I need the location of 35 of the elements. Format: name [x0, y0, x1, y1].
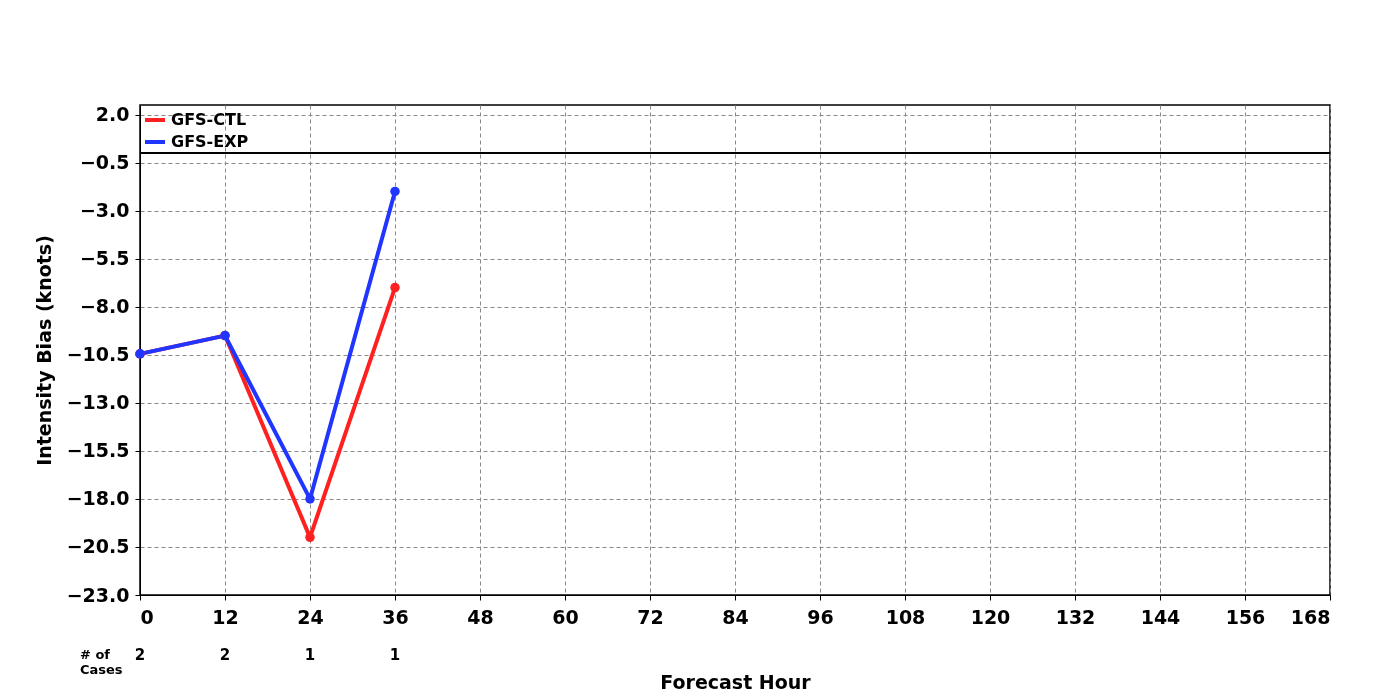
x-tick-label: 24	[297, 605, 324, 628]
x-tick-label: 96	[807, 605, 834, 628]
y-tick-label: −3.0	[79, 199, 130, 222]
y-tick-label: −23.0	[66, 583, 130, 606]
y-axis-title: Intensity Bias (knots)	[32, 235, 55, 466]
x-tick-label: 108	[885, 605, 926, 628]
y-tick-label: −15.5	[66, 439, 130, 462]
text: 2	[219, 646, 231, 664]
y-tick-label: −18.0	[66, 487, 130, 510]
x-tick-label: 12	[212, 605, 239, 628]
x-tick-label: 168	[1290, 605, 1331, 628]
y-tick-label: −0.5	[79, 151, 130, 174]
x-tick-label: 156	[1225, 605, 1266, 628]
x-tick-label: 48	[467, 605, 494, 628]
x-tick-label: 84	[722, 605, 749, 628]
y-tick-label: −13.0	[66, 391, 130, 414]
y-tick-label: −5.5	[79, 247, 130, 270]
x-tick-label: 72	[637, 605, 664, 628]
y-tick-label: −20.5	[66, 535, 130, 558]
x-tick-label: 60	[552, 605, 579, 628]
legend-label: GFS-CTL	[171, 110, 247, 129]
y-tick-label: 2.0	[95, 103, 130, 126]
y-tick-label: −10.5	[66, 343, 130, 366]
text: # of Cases	[80, 647, 123, 677]
x-tick-label: 144	[1140, 605, 1181, 628]
x-tick-label: 0	[140, 605, 154, 628]
legend-label: GFS-EXP	[171, 132, 249, 151]
text: 2	[134, 646, 146, 664]
text: 1	[389, 646, 401, 664]
x-tick-label: 36	[382, 605, 409, 628]
y-tick-label: −8.0	[79, 295, 130, 318]
text: 1	[304, 646, 316, 664]
x-tick-label: 132	[1055, 605, 1096, 628]
x-tick-label: 120	[970, 605, 1011, 628]
x-axis-title: Forecast Hour	[660, 670, 812, 693]
